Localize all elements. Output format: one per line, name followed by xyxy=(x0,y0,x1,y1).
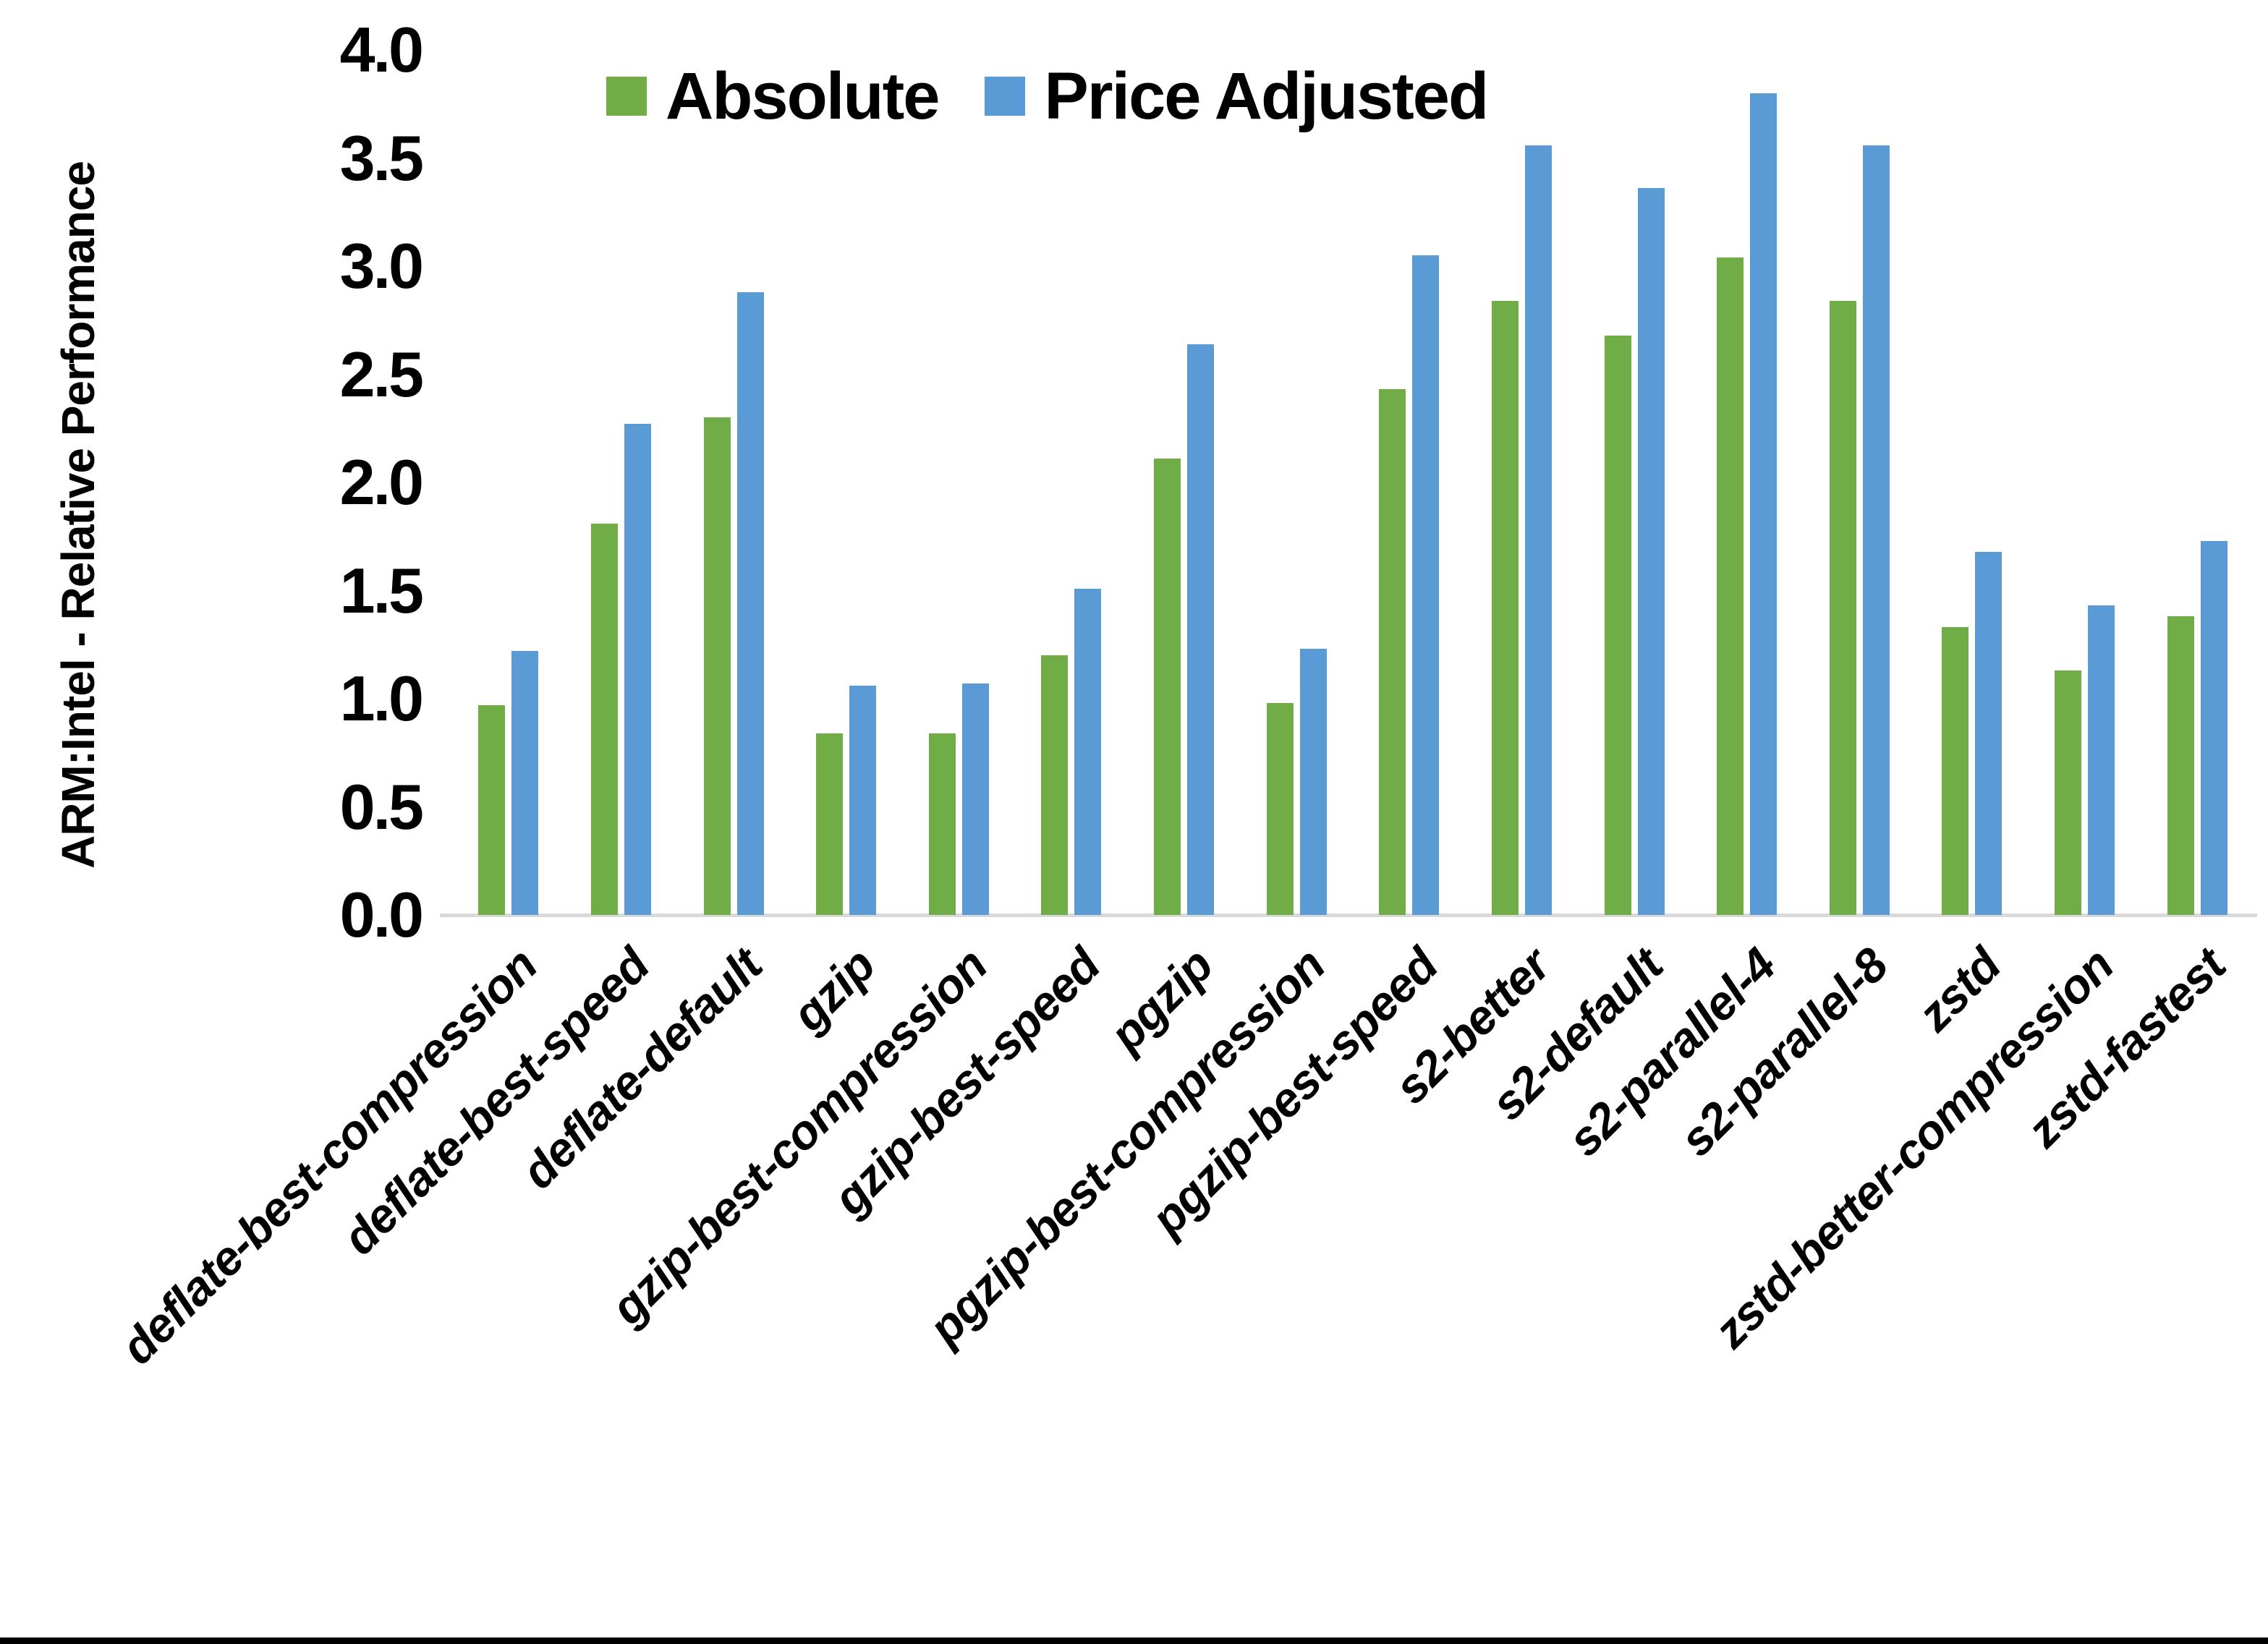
bar-price-adjusted-s2-parallel-4 xyxy=(1750,93,1778,915)
category-group-deflate-best-compression xyxy=(452,50,565,915)
bar-price-adjusted-deflate-best-compression xyxy=(511,651,539,915)
bar-price-adjusted-pgzip-best-speed xyxy=(1412,255,1440,915)
bar-absolute-s2-default xyxy=(1604,335,1631,915)
bar-absolute-pgzip-best-compression xyxy=(1266,702,1294,915)
bar-price-adjusted-deflate-best-speed xyxy=(624,424,651,915)
legend-item-absolute: Absolute xyxy=(606,59,940,135)
category-group-gzip xyxy=(790,50,903,915)
y-tick-label-2.5: 2.5 xyxy=(339,338,424,410)
category-group-pgzip-best-speed xyxy=(1353,50,1466,915)
category-group-deflate-best-speed xyxy=(565,50,678,915)
bar-absolute-gzip-best-compression xyxy=(928,733,956,915)
bar-absolute-pgzip-best-speed xyxy=(1379,389,1406,915)
bottom-border-bar xyxy=(0,1637,2268,1644)
legend-item-price-adjusted: Price Adjusted xyxy=(985,59,1489,135)
y-tick-label-1.5: 1.5 xyxy=(339,554,424,626)
category-group-zstd-better-compression xyxy=(2029,50,2141,915)
category-group-pgzip-best-compression xyxy=(1240,50,1353,915)
x-axis-line xyxy=(440,913,2257,917)
y-tick-label-4.0: 4.0 xyxy=(339,14,424,85)
bar-price-adjusted-s2-default xyxy=(1637,188,1665,915)
bar-price-adjusted-s2-parallel-8 xyxy=(1862,145,1890,915)
bar-price-adjusted-zstd-fastest xyxy=(2200,540,2227,915)
bar-price-adjusted-pgzip xyxy=(1187,344,1215,915)
bar-absolute-gzip-best-speed xyxy=(1041,655,1069,915)
bar-absolute-deflate-default xyxy=(703,417,731,915)
bar-absolute-s2-parallel-4 xyxy=(1717,257,1744,915)
legend-swatch-price-adjusted xyxy=(985,77,1026,116)
bar-absolute-gzip xyxy=(816,733,844,915)
y-tick-label-3.0: 3.0 xyxy=(339,230,424,302)
bar-price-adjusted-pgzip-best-compression xyxy=(1299,649,1327,915)
bar-absolute-s2-better xyxy=(1491,300,1519,915)
x-tick-label-deflate-best-compression: deflate-best-compression xyxy=(110,937,547,1375)
category-group-gzip-best-speed xyxy=(1015,50,1128,915)
y-tick-label-0.5: 0.5 xyxy=(339,770,424,843)
plot-area xyxy=(452,50,2254,915)
bar-absolute-zstd xyxy=(1942,627,1969,915)
y-tick-label-2.0: 2.0 xyxy=(339,446,424,518)
bar-absolute-s2-parallel-8 xyxy=(1829,300,1856,915)
bar-absolute-deflate-best-speed xyxy=(590,523,618,915)
legend: Absolute Price Adjusted xyxy=(0,59,2094,133)
category-group-zstd xyxy=(1916,50,2029,915)
category-group-s2-better xyxy=(1466,50,1579,915)
category-group-s2-parallel-4 xyxy=(1691,50,1804,915)
bar-price-adjusted-deflate-default xyxy=(736,291,764,915)
category-group-zstd-fastest xyxy=(2141,50,2254,915)
bar-price-adjusted-zstd-better-compression xyxy=(2088,605,2115,915)
bar-absolute-zstd-fastest xyxy=(2167,616,2194,915)
category-group-deflate-default xyxy=(677,50,790,915)
bar-price-adjusted-gzip-best-compression xyxy=(961,683,989,915)
legend-label-absolute: Absolute xyxy=(665,59,940,133)
y-tick-label-0.0: 0.0 xyxy=(339,879,424,950)
category-group-gzip-best-compression xyxy=(903,50,1016,915)
legend-label-price-adjusted: Price Adjusted xyxy=(1044,59,1489,133)
legend-swatch-absolute xyxy=(606,77,647,116)
bar-absolute-zstd-better-compression xyxy=(2055,670,2082,915)
y-tick-label-3.5: 3.5 xyxy=(339,122,424,194)
bar-price-adjusted-s2-better xyxy=(1524,145,1552,915)
bar-price-adjusted-zstd xyxy=(1975,551,2002,915)
bar-price-adjusted-gzip-best-speed xyxy=(1074,588,1102,915)
category-group-s2-parallel-8 xyxy=(1804,50,1916,915)
bar-absolute-pgzip xyxy=(1154,459,1181,915)
category-group-s2-default xyxy=(1578,50,1691,915)
category-group-pgzip xyxy=(1128,50,1241,915)
bar-absolute-deflate-best-compression xyxy=(478,704,506,915)
y-tick-label-1.0: 1.0 xyxy=(339,663,424,734)
bar-price-adjusted-gzip xyxy=(849,686,877,915)
